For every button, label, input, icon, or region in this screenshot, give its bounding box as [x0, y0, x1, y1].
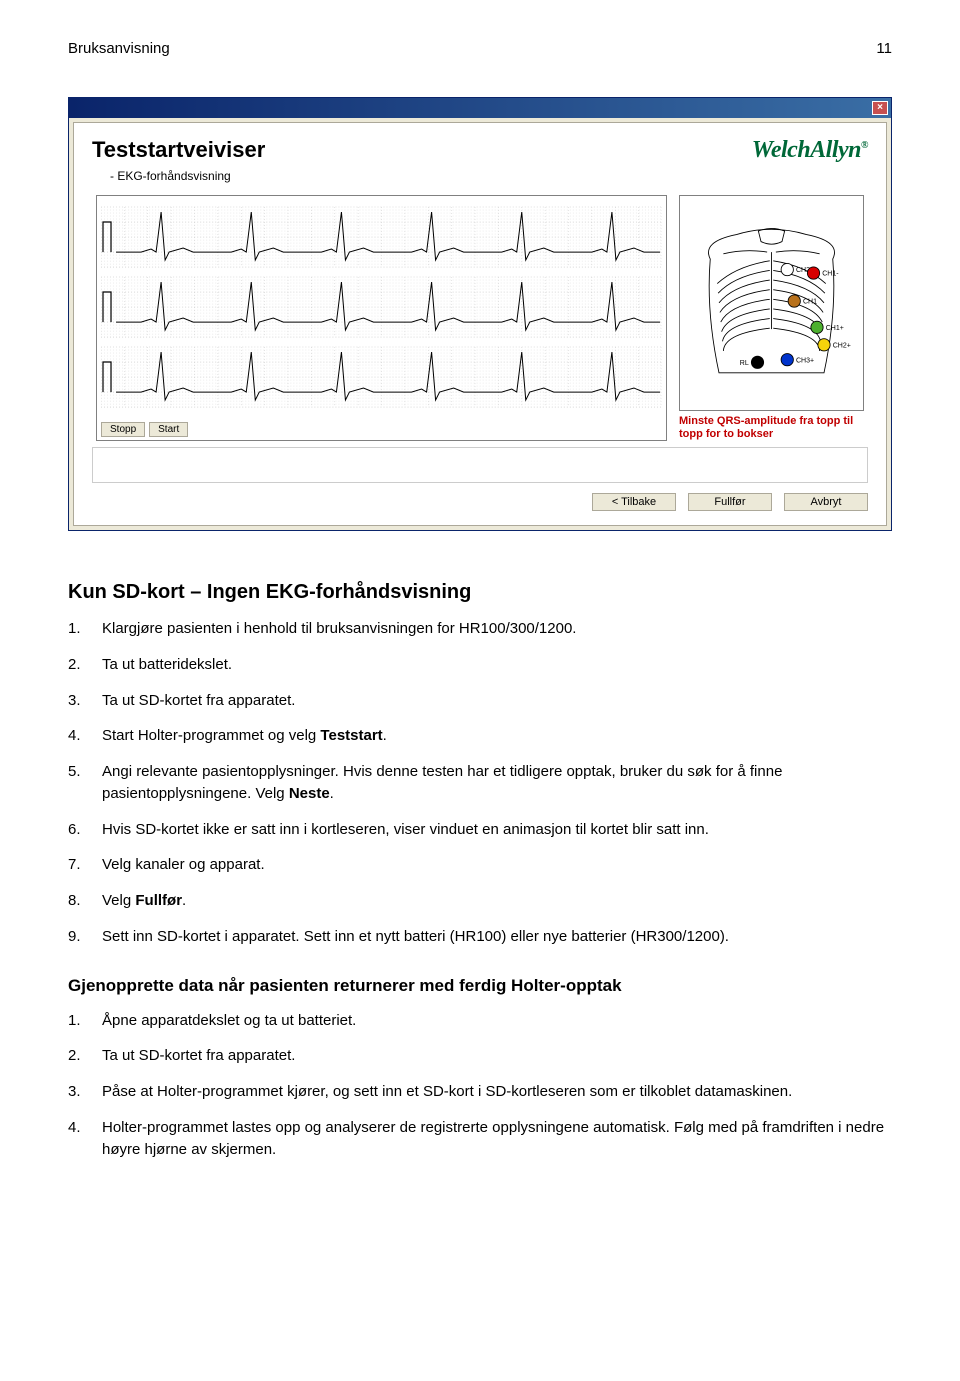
step-item: Start Holter-programmet og velg Teststar…: [68, 725, 892, 747]
svg-text:CH1+: CH1+: [826, 325, 844, 332]
spacer-bar: [92, 447, 868, 483]
close-icon[interactable]: ×: [872, 101, 888, 115]
preview-row: Stopp Start CH2-CH1-CH1CH1+CH2+CH3+RL Mi…: [96, 195, 864, 441]
step-item: Velg Fullfør.: [68, 890, 892, 912]
header-right: 11: [876, 40, 892, 57]
finish-button[interactable]: Fullfør: [688, 493, 772, 511]
ekg-row: [101, 342, 662, 412]
brand-logo: WelchAllyn®: [752, 137, 868, 164]
back-button[interactable]: < Tilbake: [592, 493, 676, 511]
wizard-subtitle: - EKG-forhåndsvisning: [92, 169, 265, 183]
step-item: Angi relevante pasientopplysninger. Hvis…: [68, 761, 892, 805]
section2-steps: Åpne apparatdekslet og ta ut batteriet. T…: [68, 1010, 892, 1161]
step-item: Hvis SD-kortet ikke er satt inn i kortle…: [68, 819, 892, 841]
ekg-row: [101, 272, 662, 342]
wizard-title: Teststartveiviser: [92, 137, 265, 163]
step-item: Ta ut batteridekslet.: [68, 654, 892, 676]
svg-text:RL: RL: [740, 360, 749, 367]
step-item: Velg kanaler og apparat.: [68, 854, 892, 876]
qrs-hint: Minste QRS-amplitude fra topp til topp f…: [679, 415, 864, 441]
ekg-grid: [97, 196, 666, 418]
window-body: Teststartveiviser - EKG-forhåndsvisning …: [69, 118, 891, 530]
ekg-button-row: Stopp Start: [97, 418, 666, 441]
step-item: Klargjøre pasienten i henhold til bruksa…: [68, 618, 892, 640]
start-button[interactable]: Start: [149, 422, 188, 437]
section2-title: Gjenopprette data når pasienten returner…: [68, 976, 892, 996]
ekg-row: [101, 202, 662, 272]
wizard-frame: Teststartveiviser - EKG-forhåndsvisning …: [73, 122, 887, 526]
page-header: Bruksanvisning 11: [68, 40, 892, 57]
svg-text:CH2+: CH2+: [833, 342, 851, 349]
electrode-diagram: CH2-CH1-CH1CH1+CH2+CH3+RL: [679, 195, 864, 411]
document-page: Bruksanvisning 11 × Teststartveiviser - …: [0, 0, 960, 1224]
stopp-button[interactable]: Stopp: [101, 422, 145, 437]
step-item: Ta ut SD-kortet fra apparatet.: [68, 1045, 892, 1067]
wizard-header: Teststartveiviser - EKG-forhåndsvisning …: [92, 133, 868, 189]
ekg-panel: Stopp Start: [96, 195, 667, 441]
svg-text:CH3+: CH3+: [796, 357, 814, 364]
svg-text:CH1: CH1: [803, 299, 817, 306]
step-item: Holter-programmet lastes opp og analyser…: [68, 1117, 892, 1161]
window-titlebar: ×: [69, 98, 891, 118]
section1-title: Kun SD-kort – Ingen EKG-forhåndsvisning: [68, 581, 892, 604]
step-item: Ta ut SD-kortet fra apparatet.: [68, 690, 892, 712]
header-left: Bruksanvisning: [68, 40, 170, 57]
wizard-nav: < Tilbake Fullfør Avbryt: [92, 489, 868, 521]
diagram-panel: CH2-CH1-CH1CH1+CH2+CH3+RL Minste QRS-amp…: [679, 195, 864, 441]
section1-steps: Klargjøre pasienten i henhold til bruksa…: [68, 618, 892, 948]
app-window: × Teststartveiviser - EKG-forhåndsvisnin…: [68, 97, 892, 531]
step-item: Sett inn SD-kortet i apparatet. Sett inn…: [68, 926, 892, 948]
step-item: Påse at Holter-programmet kjører, og set…: [68, 1081, 892, 1103]
wizard-title-block: Teststartveiviser - EKG-forhåndsvisning: [92, 137, 265, 183]
step-item: Åpne apparatdekslet og ta ut batteriet.: [68, 1010, 892, 1032]
cancel-button[interactable]: Avbryt: [784, 493, 868, 511]
svg-text:CH1-: CH1-: [822, 271, 839, 278]
